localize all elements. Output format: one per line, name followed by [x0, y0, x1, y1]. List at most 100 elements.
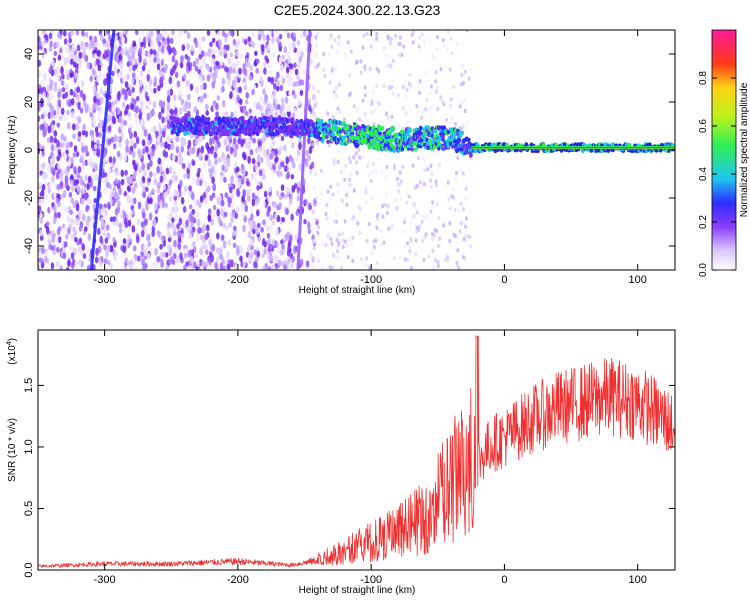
heatmap-cell	[178, 30, 183, 38]
heatmap-cell	[167, 214, 171, 221]
heatmap-cell	[52, 248, 56, 256]
heatmap-cell	[396, 176, 400, 182]
heatmap-cell	[57, 91, 61, 99]
heatmap-cell	[132, 197, 137, 204]
heatmap-cell	[188, 190, 192, 197]
heatmap-cell	[367, 221, 371, 227]
heatmap-cell	[247, 36, 251, 42]
heatmap-cell	[262, 174, 266, 180]
heatmap-cell	[109, 262, 113, 269]
heatmap-cell	[70, 252, 75, 260]
heatmap-cell	[214, 116, 218, 122]
heatmap-cell	[232, 82, 237, 89]
heatmap-cell	[180, 55, 184, 61]
heatmap-cell	[278, 33, 283, 40]
heatmap-cell	[41, 123, 45, 130]
heatmap-cell	[232, 137, 237, 145]
heatmap-cell	[366, 142, 371, 147]
heatmap-cell	[157, 194, 161, 203]
heatmap-cell	[63, 115, 67, 123]
heatmap-cell	[53, 50, 58, 57]
heatmap-cell	[431, 231, 435, 236]
heatmap-cell	[72, 247, 77, 253]
heatmap-cell	[347, 177, 351, 183]
heatmap-cell	[370, 110, 374, 115]
heatmap-cell	[363, 85, 367, 90]
heatmap-cell	[388, 40, 392, 46]
heatmap-cell	[127, 127, 132, 135]
colorbar-tick-label: 0.2	[698, 215, 709, 229]
heatmap-cell	[427, 253, 431, 259]
heatmap-cell	[336, 254, 340, 260]
heatmap-cell	[74, 236, 78, 243]
heatmap-cell	[126, 61, 131, 67]
heatmap-cell	[148, 98, 152, 106]
heatmap-cell	[231, 230, 236, 237]
heatmap-cell	[375, 225, 379, 231]
heatmap-cell	[215, 102, 219, 111]
heatmap-cell	[208, 238, 212, 247]
x-tick-label: -100	[360, 574, 382, 586]
heatmap-cell	[92, 103, 96, 111]
heatmap-cell	[344, 163, 348, 169]
heatmap-cell	[244, 143, 249, 149]
heatmap-cell	[156, 135, 161, 144]
heatmap-cell	[298, 141, 302, 151]
heatmap-cell	[157, 181, 161, 187]
heatmap-cell	[50, 230, 55, 238]
heatmap-cell	[198, 131, 202, 137]
heatmap-cell	[188, 146, 193, 155]
heatmap-cell	[390, 224, 394, 229]
heatmap-cell	[337, 232, 341, 237]
heatmap-cell	[249, 163, 254, 170]
heatmap-cell	[341, 238, 345, 243]
heatmap-cell	[436, 263, 440, 269]
heatmap-cell	[181, 44, 186, 52]
heatmap-cell	[376, 135, 381, 140]
heatmap-cell	[294, 245, 299, 253]
heatmap-cell	[313, 65, 317, 70]
heatmap-cell	[275, 36, 280, 44]
heatmap-cell	[192, 240, 196, 247]
heatmap-cell	[283, 145, 287, 152]
heatmap-cell	[276, 71, 280, 79]
heatmap-cell	[275, 242, 279, 248]
heatmap-cell	[240, 178, 245, 185]
heatmap-cell	[98, 120, 103, 128]
heatmap-cell	[184, 53, 189, 60]
heatmap-cell	[74, 260, 79, 269]
heatmap-cell	[331, 265, 335, 270]
heatmap-cell	[115, 55, 119, 63]
colorbar-tick-label: 0.4	[698, 167, 709, 181]
heatmap-cell	[296, 149, 301, 156]
heatmap-cell	[129, 176, 133, 185]
heatmap-cell	[328, 37, 332, 42]
heatmap-cell	[196, 177, 200, 186]
heatmap-cell	[41, 246, 45, 255]
heatmap-cell	[157, 50, 162, 58]
heatmap-cell	[326, 111, 330, 116]
heatmap-cell	[313, 103, 317, 108]
heatmap-cell	[249, 252, 254, 259]
heatmap-cell	[170, 143, 175, 151]
heatmap-cell	[164, 252, 169, 258]
heatmap-cell	[73, 166, 77, 175]
heatmap-cell	[147, 133, 152, 141]
heatmap-cell	[131, 87, 135, 93]
heatmap-cell	[108, 101, 112, 108]
figure-title: C2E5.2024.300.22.13.G23	[274, 2, 441, 18]
heatmap-cell	[123, 191, 128, 197]
heatmap-cell	[142, 191, 147, 199]
heatmap-cell	[159, 175, 164, 184]
heatmap-cell	[58, 88, 63, 94]
heatmap-cell	[293, 127, 297, 133]
heatmap-cell	[214, 68, 219, 76]
heatmap-cell	[281, 54, 286, 61]
heatmap-cell	[271, 36, 275, 43]
heatmap-cell	[132, 174, 136, 180]
heatmap-cell	[231, 61, 236, 69]
heatmap-cell	[134, 265, 138, 270]
heatmap-cell	[71, 184, 75, 193]
heatmap-cell	[185, 219, 189, 228]
